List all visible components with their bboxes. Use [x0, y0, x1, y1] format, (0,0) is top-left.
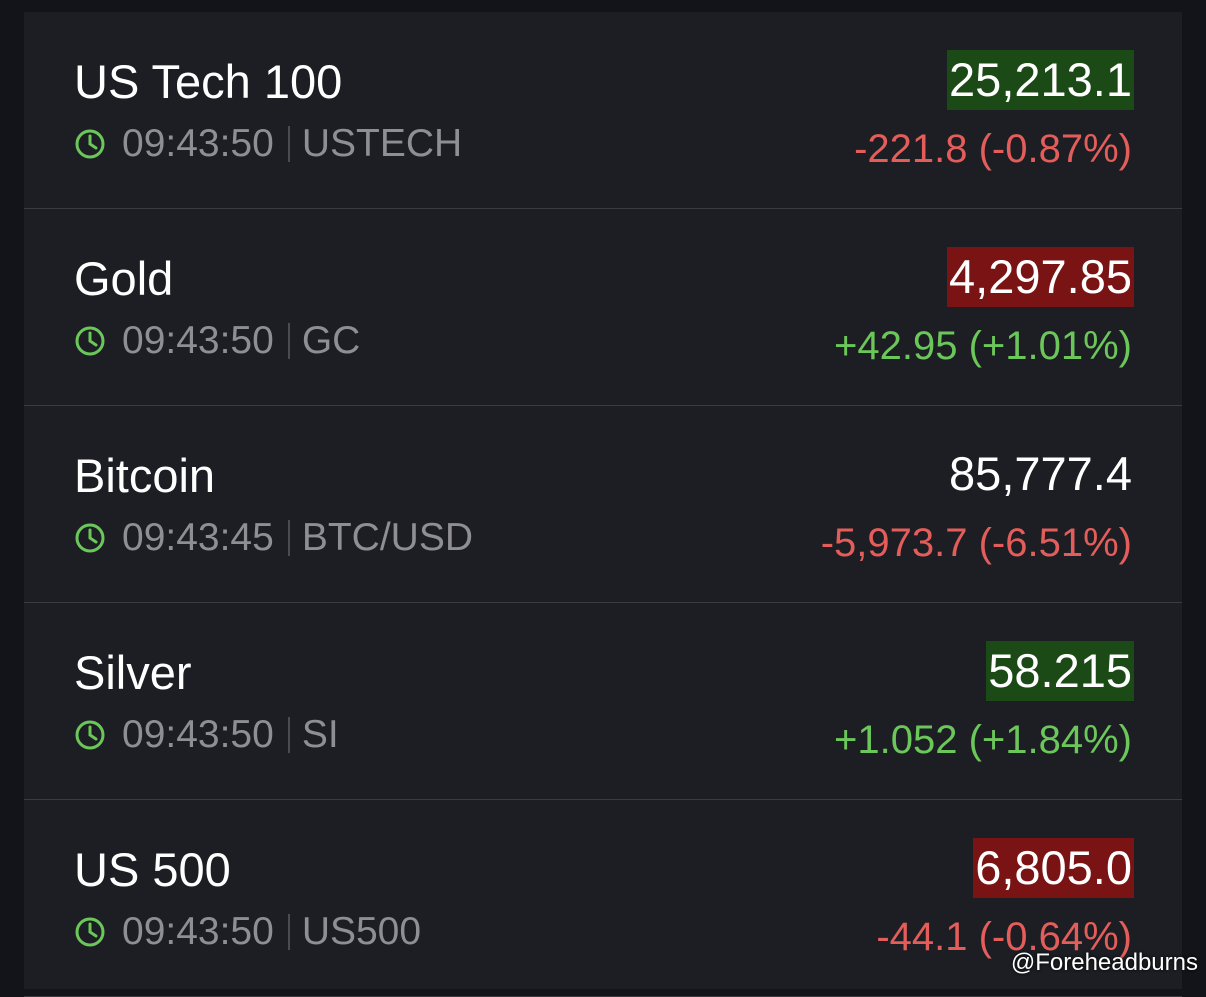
quote-time: 09:43:50 — [122, 713, 274, 756]
separator — [287, 520, 290, 556]
quote-meta: 09:43:45 BTC/USD — [74, 514, 473, 562]
quote-time: 09:43:50 — [122, 122, 274, 165]
clock-icon — [75, 129, 105, 159]
price: 58.215 — [986, 641, 1134, 701]
price-change: -44.1 (-0.64%) — [876, 915, 1132, 959]
clock-icon — [75, 326, 105, 356]
quote-row[interactable]: US 500 09:43:50 US500 6,805.0 -44.1 (-0.64%) — [24, 800, 1182, 997]
symbol: USTECH — [301, 122, 463, 165]
quote-meta: 09:43:50 US500 — [74, 908, 421, 956]
quote-row[interactable]: US Tech 100 09:43:50 USTECH 25,213.1 -221.8 … — [24, 12, 1182, 209]
clock-icon — [75, 917, 105, 947]
quote-time: 09:43:45 — [122, 516, 274, 559]
symbol: SI — [301, 713, 339, 756]
price: 85,777.4 — [949, 447, 1132, 500]
watermark: @Foreheadburns — [1010, 949, 1198, 976]
clock-icon — [75, 720, 105, 750]
symbol: GC — [301, 319, 361, 362]
instrument-name: Bitcoin — [74, 449, 216, 502]
price: 4,297.85 — [947, 247, 1134, 307]
instrument-name: US 500 — [74, 843, 231, 896]
quote-time: 09:43:50 — [122, 319, 274, 362]
price-change: +42.95 (+1.01%) — [834, 324, 1132, 368]
quote-time: 09:43:50 — [122, 910, 274, 953]
quote-row[interactable]: Bitcoin 09:43:45 BTC/USD 85,777.4 -5,973.7 (… — [24, 406, 1182, 603]
price: 6,805.0 — [973, 838, 1134, 898]
separator — [287, 717, 290, 753]
quote-meta: 09:43:50 USTECH — [74, 120, 462, 168]
quote-row[interactable]: Silver 09:43:50 SI 58.215 +1.052 (+1.84%) — [24, 603, 1182, 800]
price-change: -221.8 (-0.87%) — [854, 127, 1132, 171]
separator — [287, 323, 290, 359]
instrument-name: Silver — [74, 646, 192, 699]
instrument-name: Gold — [74, 252, 174, 305]
quote-list: US Tech 100 09:43:50 USTECH 25,213.1 -221.8 … — [24, 12, 1182, 997]
clock-icon — [75, 523, 105, 553]
quote-meta: 09:43:50 SI — [74, 711, 339, 759]
instrument-name: US Tech 100 — [74, 55, 343, 108]
symbol: US500 — [301, 910, 422, 953]
quote-meta: 09:43:50 GC — [74, 317, 360, 365]
price-change: -5,973.7 (-6.51%) — [820, 521, 1132, 565]
symbol: BTC/USD — [301, 516, 473, 559]
price: 25,213.1 — [947, 50, 1134, 110]
quote-row[interactable]: Gold 09:43:50 GC 4,297.85 +42.95 (+1.01%) — [24, 209, 1182, 406]
price-change: +1.052 (+1.84%) — [834, 718, 1132, 762]
separator — [287, 126, 290, 162]
separator — [287, 914, 290, 950]
